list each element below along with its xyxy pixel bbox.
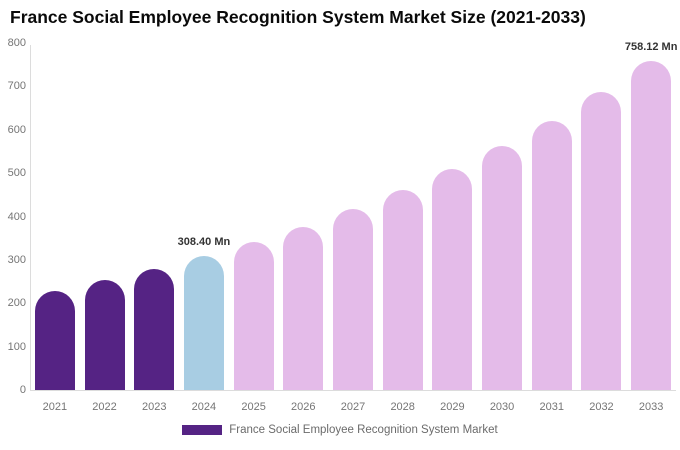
bar-2031 bbox=[531, 120, 572, 390]
x-tick-2030: 2030 bbox=[489, 401, 515, 413]
bar-2025 bbox=[233, 242, 274, 390]
y-tick-200: 200 bbox=[7, 297, 26, 310]
x-tick-2025: 2025 bbox=[241, 401, 266, 413]
x-tick-2024: 2024 bbox=[191, 401, 217, 413]
x-axis-line bbox=[30, 390, 676, 391]
y-axis-line bbox=[30, 45, 31, 390]
bar-2030 bbox=[482, 146, 523, 390]
legend: France Social Employee Recognition Syste… bbox=[0, 424, 680, 436]
x-tick-2032: 2032 bbox=[589, 401, 614, 413]
bar-2029 bbox=[432, 169, 473, 390]
bar-2033 bbox=[631, 61, 672, 390]
x-tick-2021: 2021 bbox=[42, 401, 68, 413]
y-tick-0: 0 bbox=[19, 384, 26, 396]
bar-2023 bbox=[134, 268, 175, 390]
y-tick-800: 800 bbox=[7, 37, 26, 49]
x-tick-2029: 2029 bbox=[440, 401, 465, 413]
bar-2028 bbox=[382, 190, 423, 390]
x-tick-2031: 2031 bbox=[539, 401, 564, 413]
y-tick-700: 700 bbox=[7, 80, 26, 93]
x-tick-2022: 2022 bbox=[92, 401, 117, 413]
y-tick-300: 300 bbox=[7, 253, 26, 266]
bar-2027 bbox=[333, 209, 373, 390]
bar-2024 bbox=[183, 256, 224, 390]
y-tick-600: 600 bbox=[7, 123, 26, 136]
bar-2022 bbox=[84, 280, 125, 390]
x-tick-2028: 2028 bbox=[390, 401, 415, 413]
y-tick-400: 400 bbox=[7, 210, 26, 223]
x-tick-2023: 2023 bbox=[141, 401, 167, 413]
y-tick-100: 100 bbox=[7, 340, 26, 353]
bar-2032 bbox=[581, 92, 622, 390]
legend-label[interactable]: France Social Employee Recognition Syste… bbox=[229, 424, 498, 436]
x-tick-2026: 2026 bbox=[291, 401, 316, 413]
chart-title: France Social Employee Recognition Syste… bbox=[10, 7, 586, 27]
y-tick-500: 500 bbox=[7, 167, 26, 180]
bar-2021 bbox=[34, 290, 75, 390]
bar-label-2033: 758.12 Mn bbox=[624, 41, 678, 54]
x-tick-2027: 2027 bbox=[340, 401, 366, 413]
legend-swatch[interactable] bbox=[182, 425, 223, 435]
bar-2026 bbox=[283, 226, 324, 390]
bar-label-2024: 308.40 Mn bbox=[177, 236, 231, 249]
x-tick-2033: 2033 bbox=[638, 401, 664, 413]
